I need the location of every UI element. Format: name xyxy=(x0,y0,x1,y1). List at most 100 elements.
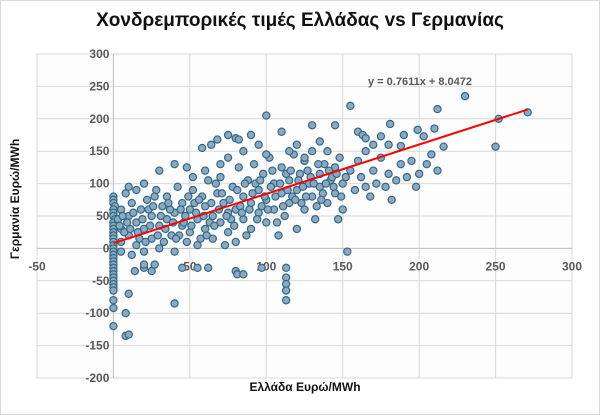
data-point xyxy=(147,211,156,221)
y-tick-label: -200 xyxy=(85,371,109,385)
x-tick-label: 200 xyxy=(409,259,429,273)
data-point xyxy=(272,218,282,227)
data-point xyxy=(223,130,233,140)
data-point xyxy=(329,182,338,192)
data-point xyxy=(145,221,155,230)
data-point xyxy=(338,205,347,214)
data-point xyxy=(220,240,230,250)
data-point xyxy=(237,208,247,217)
data-point xyxy=(298,182,308,192)
data-point xyxy=(309,179,318,188)
data-point xyxy=(262,111,271,120)
data-point xyxy=(275,179,285,188)
data-point xyxy=(300,205,309,214)
data-point xyxy=(207,140,216,149)
data-point xyxy=(312,202,321,211)
data-point xyxy=(184,192,193,201)
data-point xyxy=(216,172,225,182)
data-point xyxy=(274,231,283,240)
data-point xyxy=(311,215,320,224)
data-point xyxy=(303,166,312,175)
data-point xyxy=(369,166,378,175)
data-point xyxy=(281,296,291,305)
data-point xyxy=(127,250,136,260)
data-point xyxy=(210,221,219,230)
data-point xyxy=(252,215,262,224)
data-point xyxy=(122,218,132,227)
data-point xyxy=(242,231,251,240)
data-point xyxy=(223,227,233,237)
data-point xyxy=(257,263,266,273)
data-point xyxy=(109,321,118,331)
data-point xyxy=(399,130,409,140)
data-point xyxy=(115,221,124,230)
data-point xyxy=(223,153,233,162)
data-point xyxy=(170,299,179,308)
data-point xyxy=(407,156,416,166)
data-point xyxy=(217,189,227,198)
data-point xyxy=(127,198,136,208)
data-point xyxy=(136,205,146,214)
data-point xyxy=(439,142,448,151)
data-point xyxy=(229,221,239,230)
data-point xyxy=(346,101,355,111)
data-point xyxy=(126,224,135,234)
y-tick-label: 100 xyxy=(89,177,109,191)
data-point xyxy=(301,192,311,201)
data-point xyxy=(234,135,243,144)
x-tick-label: 250 xyxy=(486,259,506,273)
data-point xyxy=(150,192,159,201)
data-point xyxy=(323,146,332,156)
data-point xyxy=(343,247,352,256)
data-point xyxy=(366,192,375,201)
data-point xyxy=(422,159,431,169)
data-point xyxy=(281,286,291,295)
data-point xyxy=(153,231,162,240)
x-tick-label: 150 xyxy=(333,259,353,273)
data-point xyxy=(300,153,309,162)
data-point xyxy=(170,159,179,169)
data-point xyxy=(336,192,346,201)
data-point xyxy=(193,263,202,273)
data-point xyxy=(203,176,213,185)
data-point xyxy=(307,121,317,130)
data-point xyxy=(109,303,118,313)
data-point xyxy=(262,218,271,227)
data-point xyxy=(132,240,141,250)
data-point xyxy=(240,179,250,188)
data-point xyxy=(384,140,393,149)
data-point xyxy=(124,330,133,339)
x-tick-label: 300 xyxy=(562,259,582,273)
x-tick-label: -50 xyxy=(28,259,46,273)
data-point xyxy=(292,224,302,234)
data-point xyxy=(203,263,213,273)
trendline-equation: y = 0.7611x + 8.0472 xyxy=(368,76,472,88)
data-point xyxy=(392,176,401,185)
y-tick-label: 200 xyxy=(89,112,109,126)
data-point xyxy=(155,166,164,175)
data-point xyxy=(384,169,393,179)
data-point xyxy=(350,185,360,195)
data-point xyxy=(187,221,196,230)
data-point xyxy=(460,91,470,101)
data-point xyxy=(222,211,231,221)
data-point xyxy=(124,182,133,192)
data-point xyxy=(411,182,421,192)
data-point xyxy=(396,159,405,169)
data-point xyxy=(414,169,424,179)
y-axis-label: Γερμανία Ευρώ/MWh xyxy=(8,138,22,260)
data-point xyxy=(277,127,286,136)
data-point xyxy=(116,247,126,256)
data-point xyxy=(188,185,198,195)
data-point xyxy=(491,142,500,151)
data-point xyxy=(207,198,216,208)
data-point xyxy=(202,231,211,240)
data-point xyxy=(413,125,422,135)
data-point xyxy=(314,159,323,169)
data-point xyxy=(239,146,248,156)
data-point xyxy=(259,169,268,179)
data-point xyxy=(338,179,347,188)
data-point xyxy=(159,237,169,247)
y-tick-label: -100 xyxy=(85,306,109,320)
data-point xyxy=(262,150,271,159)
